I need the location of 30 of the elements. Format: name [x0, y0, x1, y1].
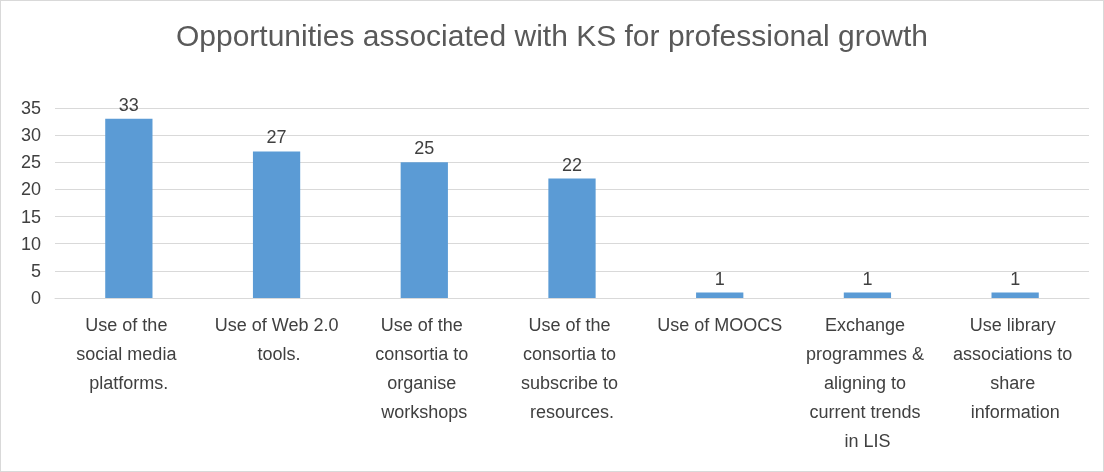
data-label: 1 — [1010, 268, 1021, 289]
x-tick-label: Use of the consortia to subscribe to resources. — [520, 314, 624, 422]
y-tick-label: 30 — [20, 125, 41, 146]
bar — [400, 162, 448, 298]
bar — [548, 178, 596, 298]
x-tick-label: Exchange programmes & aligning to current trends in LIS — [805, 314, 929, 451]
data-label: 25 — [414, 138, 435, 159]
y-tick-label: 20 — [20, 179, 41, 200]
bar — [696, 292, 744, 298]
data-label: 33 — [118, 94, 139, 115]
chart-title: Opportunities associated with KS for professional growth — [175, 18, 929, 52]
bar — [252, 151, 301, 298]
x-tick-label: Use of MOOCS — [657, 314, 783, 335]
x-tick-label: Use of the consortia to organise workshops — [375, 314, 474, 422]
data-label: 27 — [266, 127, 287, 148]
x-tick-label: Use of the social media platforms. — [76, 314, 182, 393]
y-tick-label: 15 — [20, 206, 41, 227]
data-label: 1 — [862, 268, 873, 289]
data-label: 1 — [714, 268, 725, 289]
bar — [843, 292, 892, 298]
y-tick-label: 35 — [20, 98, 41, 118]
bar — [991, 292, 1039, 298]
bar — [105, 118, 153, 298]
x-tick-label: Use of Web 2.0 tools. — [214, 314, 339, 364]
y-tick-label: 25 — [20, 152, 41, 173]
y-tick-label: 10 — [20, 233, 41, 254]
x-tick-label: Use library associations to share information — [953, 314, 1078, 422]
y-tick-label: 0 — [30, 288, 41, 308]
y-tick-label: 5 — [30, 260, 41, 281]
data-label: 22 — [561, 154, 583, 175]
